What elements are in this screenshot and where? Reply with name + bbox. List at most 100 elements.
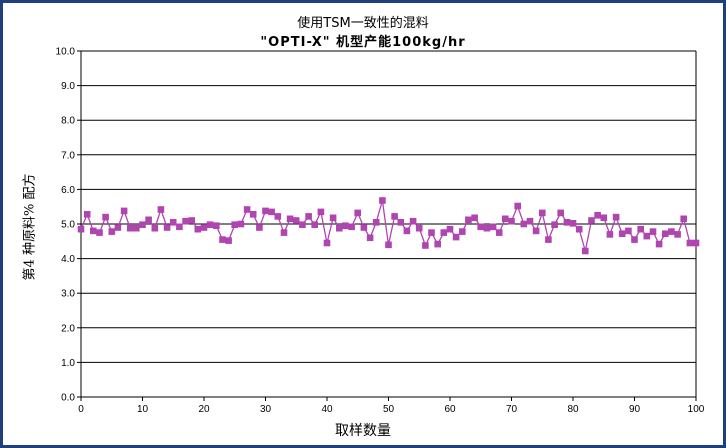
data-point [83, 211, 91, 218]
data-point [200, 224, 208, 231]
data-point [126, 224, 134, 232]
data-point [643, 232, 651, 240]
data-point [495, 229, 503, 236]
data-point [680, 215, 687, 223]
data-point [415, 224, 423, 232]
y-tick-label: 8.0 [61, 116, 75, 127]
data-point [409, 217, 417, 225]
data-point [379, 197, 386, 204]
x-tick-label: 60 [444, 404, 456, 415]
y-tick-label: 6.0 [61, 185, 75, 196]
data-point [262, 207, 269, 215]
data-point [317, 208, 325, 216]
x-tick-label: 100 [688, 404, 705, 415]
data-point [120, 207, 128, 215]
x-tick-label: 10 [137, 404, 149, 415]
y-tick-labels: 0.0 1.0 2.0 3.0 4.0 5.0 6.0 7.0 8.0 9.0 10.0 [56, 47, 76, 404]
data-point [483, 224, 491, 232]
data-point [385, 241, 392, 249]
data-point [588, 217, 595, 224]
data-point [354, 209, 361, 217]
y-tick-label: 5.0 [61, 220, 75, 231]
data-point [176, 223, 183, 231]
data-point [532, 227, 540, 235]
data-point [348, 223, 355, 231]
data-point [280, 229, 288, 236]
data-point [422, 242, 429, 249]
data-point [188, 217, 195, 224]
data-point [508, 217, 515, 225]
data-point [668, 228, 675, 235]
y-tick-label: 3.0 [61, 289, 75, 300]
axes [77, 50, 697, 401]
data-point [219, 236, 226, 243]
data-point [299, 221, 306, 228]
chart-subtitle: "OPTI-X" 机型产能100kg/hr [260, 35, 466, 50]
data-point [206, 221, 214, 228]
data-point [397, 219, 405, 226]
data-point [446, 225, 454, 233]
data-point [637, 225, 644, 233]
data-point [618, 230, 626, 237]
data-point [157, 206, 165, 213]
data-point [526, 217, 534, 225]
data-point [649, 228, 657, 235]
data-point [305, 213, 312, 220]
data-point [133, 224, 140, 232]
data-point [440, 229, 448, 236]
data-point [575, 225, 583, 233]
x-tick-label: 0 [78, 404, 84, 415]
data-point [612, 213, 620, 221]
data-point [655, 240, 663, 248]
data-point [692, 239, 700, 247]
y-tick-label: 1.0 [61, 358, 75, 369]
data-point [625, 227, 632, 235]
data-point [606, 231, 614, 238]
data-point [268, 208, 275, 216]
y-tick-label: 10.0 [56, 47, 76, 58]
x-tick-label: 90 [629, 404, 641, 415]
data-point [372, 219, 380, 226]
data-point [662, 230, 669, 237]
y-tick-label: 7.0 [61, 150, 75, 161]
data-point [114, 224, 122, 231]
data-point [471, 214, 478, 222]
data-point [163, 224, 171, 231]
data-point [489, 223, 497, 231]
y-tick-label: 2.0 [61, 323, 75, 334]
data-point [674, 231, 681, 238]
data-point [403, 227, 411, 235]
data-point [213, 222, 220, 229]
data-point [600, 214, 608, 222]
data-point [96, 229, 103, 236]
x-tick-label: 50 [383, 404, 395, 415]
data-point [434, 240, 441, 248]
data-point [557, 209, 564, 217]
data-point [249, 211, 257, 218]
data-point [225, 237, 232, 244]
y-tick-label: 9.0 [61, 81, 75, 92]
data-point [551, 221, 558, 228]
x-tick-label: 40 [321, 404, 333, 415]
chart-title: 使用TSM一致性的混料 [297, 16, 429, 31]
data-point [520, 220, 528, 228]
data-point [90, 227, 97, 235]
data-point [452, 233, 460, 241]
x-tick-label: 70 [506, 404, 518, 415]
data-point [108, 228, 116, 235]
data-point [286, 215, 294, 223]
data-point [151, 224, 159, 232]
data-point [391, 213, 398, 220]
data-point [428, 229, 435, 236]
data-point [336, 224, 343, 232]
data-point [182, 217, 189, 225]
x-axis-label: 取样数量 [335, 423, 391, 439]
x-tick-label: 80 [567, 404, 579, 415]
data-point [465, 216, 472, 224]
data-point [256, 224, 263, 231]
data-point [502, 215, 509, 223]
data-point [311, 221, 318, 228]
data-point [329, 214, 337, 222]
data-point [237, 220, 245, 228]
